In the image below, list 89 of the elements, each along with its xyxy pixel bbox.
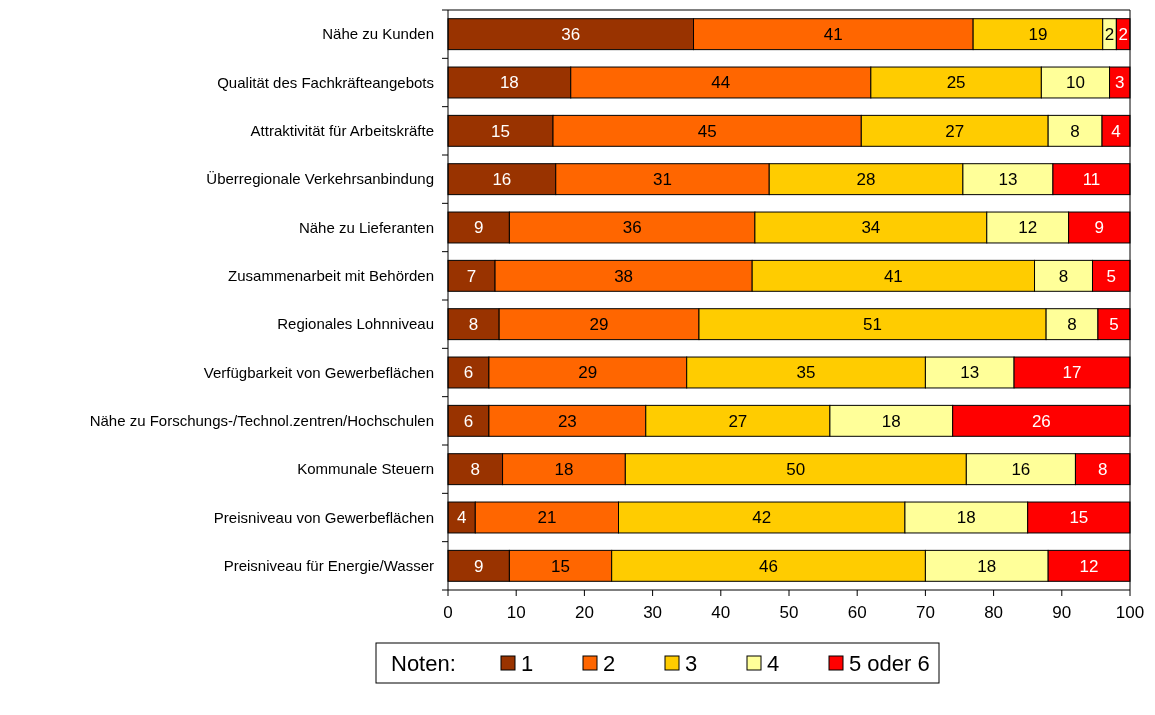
x-tick-label: 10 xyxy=(506,603,526,622)
y-tick-label: Attraktivität für Arbeitskräfte xyxy=(250,122,434,140)
data-label: 18 xyxy=(554,460,574,480)
data-label: 12 xyxy=(1018,218,1038,238)
y-tick-label: Preisniveau für Energie/Wasser xyxy=(223,557,434,575)
y-tick-label: Kommunale Steuern xyxy=(297,460,434,478)
data-label: 29 xyxy=(578,363,598,383)
data-label: 41 xyxy=(823,25,843,45)
data-label: 8 xyxy=(470,460,481,480)
data-label: 9 xyxy=(473,556,484,576)
data-label: 10 xyxy=(1065,73,1085,93)
data-label: 9 xyxy=(1094,218,1105,238)
x-tick-label: 70 xyxy=(915,603,935,622)
data-label: 21 xyxy=(537,508,557,528)
data-label: 36 xyxy=(561,25,581,45)
data-label: 8 xyxy=(1070,121,1080,141)
legend-label: 4 xyxy=(767,651,780,676)
y-tick-label: Überregionale Verkehrsanbindung xyxy=(206,170,434,188)
y-tick-label: Preisniveau von Gewerbeflächen xyxy=(213,508,434,526)
y-tick-label: Regionales Lohnniveau xyxy=(277,315,434,333)
data-label: 8 xyxy=(1067,315,1077,335)
data-label: 28 xyxy=(856,170,876,190)
data-label: 27 xyxy=(945,121,965,141)
data-label: 38 xyxy=(614,266,634,286)
data-label: 11 xyxy=(1082,170,1101,190)
y-tick-label: Nähe zu Forschungs-/Technol.zentren/Hochschulen xyxy=(89,412,434,430)
data-label: 45 xyxy=(697,121,717,141)
data-label: 8 xyxy=(1058,266,1069,286)
data-label: 6 xyxy=(463,363,474,383)
legend-label: 5 oder 6 xyxy=(849,651,930,676)
data-label: 5 xyxy=(1106,266,1116,286)
legend-label: 3 xyxy=(685,651,698,676)
data-label: 15 xyxy=(1069,508,1089,528)
data-label: 27 xyxy=(728,411,748,431)
x-tick-label: 0 xyxy=(443,603,453,622)
data-label: 12 xyxy=(1079,556,1099,576)
data-label: 46 xyxy=(759,556,778,576)
y-tick-label: Nähe zu Kunden xyxy=(322,25,434,43)
data-label: 36 xyxy=(622,218,642,238)
data-label: 13 xyxy=(960,363,980,383)
data-label: 18 xyxy=(499,73,519,93)
data-label: 16 xyxy=(1011,460,1031,480)
data-label: 25 xyxy=(946,73,966,93)
data-label: 35 xyxy=(796,363,816,383)
data-label: 18 xyxy=(881,411,901,431)
data-label: 13 xyxy=(998,170,1018,190)
data-label: 15 xyxy=(551,556,570,576)
x-tick-label: 20 xyxy=(574,603,594,622)
legend-label: 2 xyxy=(603,651,616,676)
data-label: 2 xyxy=(1104,25,1115,45)
data-label: 26 xyxy=(1031,411,1051,431)
data-label: 9 xyxy=(473,218,484,238)
data-label: 16 xyxy=(492,170,512,190)
y-tick-label: Zusammenarbeit mit Behörden xyxy=(228,267,434,285)
x-tick-label: 90 xyxy=(1052,603,1072,622)
data-label: 18 xyxy=(977,556,997,576)
data-label: 23 xyxy=(557,411,577,431)
data-label: 41 xyxy=(883,266,903,286)
x-tick-label: 30 xyxy=(643,603,663,622)
data-label: 6 xyxy=(463,411,474,431)
data-label: 5 xyxy=(1109,315,1119,335)
data-label: 15 xyxy=(491,121,510,141)
x-tick-label: 80 xyxy=(984,603,1004,622)
x-tick-label: 50 xyxy=(779,603,799,622)
data-label: 18 xyxy=(956,508,976,528)
y-tick-label: Verfügbarkeit von Gewerbeflächen xyxy=(203,363,434,381)
data-label: 51 xyxy=(863,315,883,335)
legend-title: Noten: xyxy=(391,651,456,676)
data-label: 17 xyxy=(1062,363,1082,383)
x-tick-label: 40 xyxy=(711,603,731,622)
y-tick-label: Qualität des Fachkräfteangebots xyxy=(217,73,434,91)
data-label: 34 xyxy=(861,218,881,238)
data-label: 4 xyxy=(1111,121,1121,141)
data-label: 4 xyxy=(456,508,467,528)
data-label: 8 xyxy=(1097,460,1108,480)
data-label: 7 xyxy=(466,266,477,286)
x-tick-label: 100 xyxy=(1115,603,1145,622)
data-label: 50 xyxy=(786,460,806,480)
data-label: 42 xyxy=(752,508,772,528)
data-label: 8 xyxy=(468,315,479,335)
data-label: 3 xyxy=(1115,73,1125,93)
data-label: 2 xyxy=(1118,25,1128,45)
y-tick-label: Nähe zu Lieferanten xyxy=(298,218,434,236)
legend-label: 1 xyxy=(521,651,534,676)
data-label: 31 xyxy=(653,170,672,190)
data-label: 19 xyxy=(1028,25,1048,45)
data-label: 44 xyxy=(711,73,731,93)
x-tick-label: 60 xyxy=(847,603,867,622)
data-label: 29 xyxy=(589,315,609,335)
